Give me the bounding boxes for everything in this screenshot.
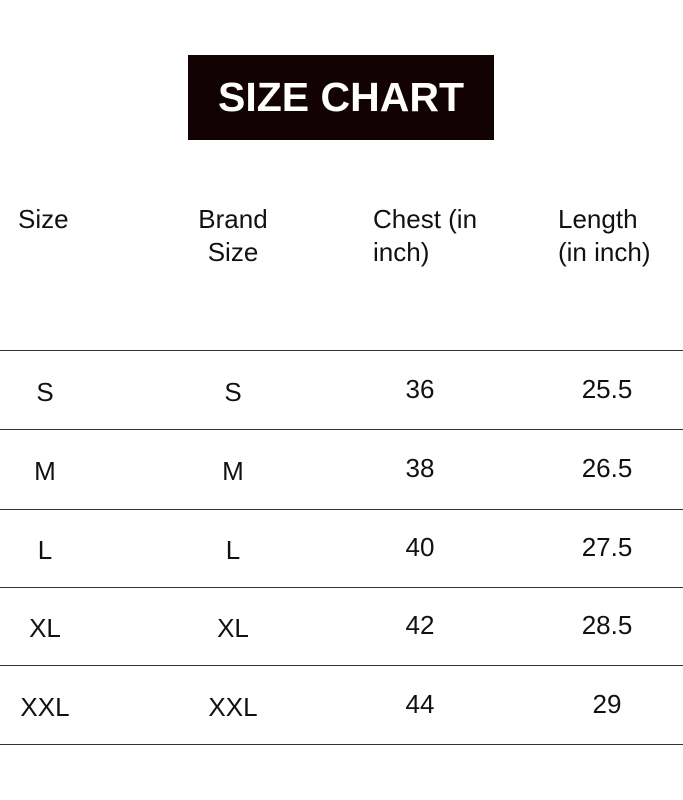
size-chart-title: SIZE CHART	[188, 55, 494, 140]
row-divider	[0, 665, 683, 666]
cell-chest: 36	[405, 373, 435, 404]
cell-brand-size: S	[224, 376, 242, 407]
cell-length: 26.5	[581, 453, 633, 483]
cell-brand-size: XXL	[208, 691, 258, 722]
row-divider	[0, 587, 683, 588]
row-divider	[0, 350, 683, 351]
cell-length: 25.5	[581, 373, 633, 404]
header-brand-size: Brand Size	[198, 204, 268, 267]
cell-brand-size: L	[225, 535, 241, 565]
cell-brand-size: XL	[217, 613, 249, 643]
header-chest: Chest (in inch)	[373, 204, 478, 267]
cell-chest: 44	[405, 688, 435, 719]
cell-chest: 38	[405, 453, 435, 483]
header-size: Size	[18, 204, 69, 234]
cell-chest: 42	[405, 610, 435, 640]
row-divider	[0, 509, 683, 510]
header-length: Length (in inch)	[558, 204, 651, 267]
row-divider	[0, 429, 683, 430]
row-divider	[0, 744, 683, 745]
cell-size: XXL	[20, 691, 70, 722]
cell-size: L	[37, 535, 53, 565]
cell-length: 28.5	[581, 610, 633, 640]
cell-length: 27.5	[581, 532, 633, 562]
cell-length: 29	[592, 688, 622, 719]
cell-size: M	[34, 456, 56, 486]
cell-chest: 40	[405, 532, 435, 562]
cell-size: S	[36, 376, 54, 407]
cell-brand-size: M	[222, 456, 244, 486]
cell-size: XL	[29, 613, 61, 643]
